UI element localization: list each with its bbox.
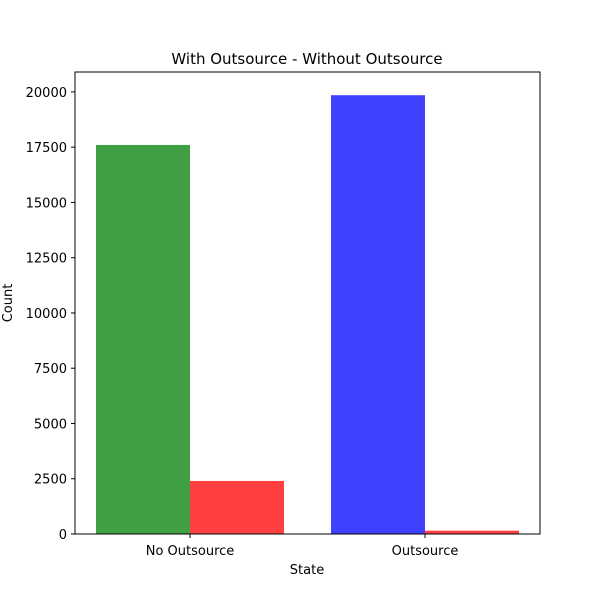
y-tick-label: 2500 — [34, 473, 67, 488]
bar-no-outsource-left — [96, 144, 190, 534]
x-tick-label: No Outsource — [146, 544, 235, 559]
y-tick-label: 0 — [59, 528, 67, 543]
y-tick-label: 20000 — [26, 86, 67, 101]
x-tick-label: Outsource — [392, 544, 459, 559]
y-tick-label: 17500 — [26, 141, 67, 156]
y-tick-label: 5000 — [34, 417, 67, 432]
y-tick-label: 12500 — [26, 252, 67, 267]
y-tick-label: 7500 — [34, 362, 67, 377]
y-axis-label: Count — [1, 284, 16, 323]
y-tick-label: 15000 — [26, 196, 67, 211]
x-axis: No Outsource Outsource — [146, 534, 459, 559]
bar-outsource-right — [425, 530, 519, 534]
y-tick-label: 10000 — [26, 307, 67, 322]
chart-title: With Outsource - Without Outsource — [171, 50, 442, 68]
y-axis: 0 2500 5000 7500 10000 12500 15000 17500 20000 — [26, 86, 75, 543]
bars-group — [96, 95, 519, 535]
plot-frame — [74, 71, 541, 535]
bar-no-outsource-right — [190, 480, 284, 534]
bar-outsource-left — [331, 95, 425, 535]
x-axis-label: State — [290, 563, 324, 578]
